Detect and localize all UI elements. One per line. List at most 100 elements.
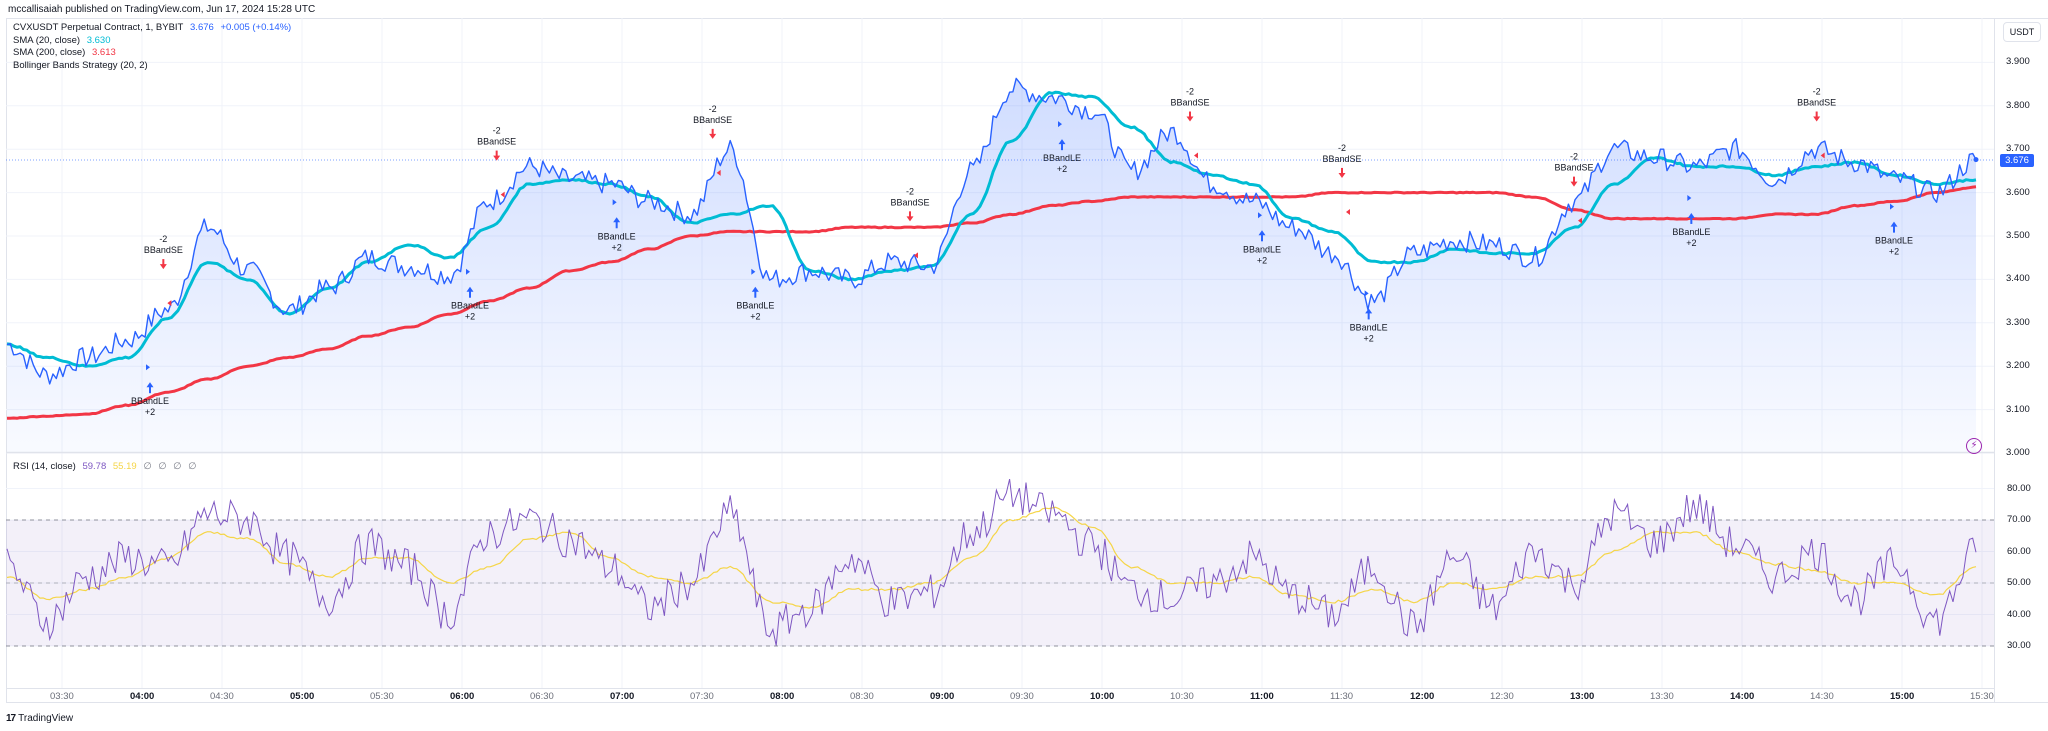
time-tick-label: 10:00 [1090,691,1115,702]
svg-text:BBandSE: BBandSE [890,197,929,207]
tradingview-logo[interactable]: 17 TradingView [6,713,73,724]
legend-sma200-row[interactable]: SMA (200, close) 3.613 [13,47,295,60]
svg-text:BBandSE: BBandSE [693,115,732,125]
legend-sma20-value: 3.630 [86,34,111,46]
price-tick-label: 3.600 [2006,186,2030,198]
long-entry-signal: BBandLE+2 [1043,121,1081,174]
rsi-extra-3: ∅ [173,461,182,472]
tradingview-logo-icon: 17 [6,713,16,724]
svg-text:BBandSE: BBandSE [144,245,183,255]
svg-text:-2: -2 [1338,143,1346,153]
svg-text:BBandLE: BBandLE [1043,153,1081,163]
svg-text:BBandLE: BBandLE [598,231,636,241]
time-tick-label: 09:30 [1010,691,1034,702]
price-tick-label: 3.500 [2006,230,2030,241]
rsi-legend[interactable]: RSI (14, close) 59.78 55.19 ∅ ∅ ∅ ∅ [13,461,200,474]
lightning-bolt-icon[interactable]: ⚡ [1966,438,1982,454]
svg-text:BBandLE: BBandLE [1672,227,1710,237]
legend-sma200-value: 3.613 [91,47,116,58]
time-tick-label: 05:00 [290,691,315,702]
svg-text:BBandLE: BBandLE [1243,244,1281,254]
svg-text:-2: -2 [1186,87,1194,97]
rsi-extra-1: ∅ [143,461,152,472]
time-tick-label: 15:00 [1890,691,1915,702]
long-entry-signal: BBandLE+2 [1350,290,1388,343]
svg-text:+2: +2 [1257,255,1267,265]
time-tick-label: 11:00 [1250,691,1274,702]
svg-text:+2: +2 [1057,164,1067,174]
rsi-tick-label: 30.00 [2007,640,2031,651]
time-tick-label: 08:00 [770,691,795,702]
rsi-lines [6,478,1977,646]
svg-text:-2: -2 [709,104,717,114]
rsi-extra-2: ∅ [158,461,167,472]
legend-strategy-row[interactable]: Bollinger Bands Strategy (20, 2) [13,60,295,73]
main-legend: CVXUSDT Perpetual Contract, 1, BYBIT 3.6… [13,22,295,72]
svg-text:-2: -2 [1813,87,1821,97]
time-tick-label: 04:30 [210,691,234,702]
svg-text:+2: +2 [1889,247,1899,257]
price-tick-label: 3.400 [2006,273,2030,285]
time-tick-label: 13:00 [1570,691,1595,702]
time-tick-label: 10:30 [1170,691,1194,702]
long-entry-signal: BBandLE+2 [131,364,169,417]
svg-text:BBandLE: BBandLE [1875,236,1913,246]
legend-sma20-label: SMA (20, close) [13,34,81,46]
current-price-tag: 3.676 [2000,154,2034,167]
time-tick-label: 05:30 [370,691,394,702]
svg-text:-2: -2 [493,126,501,136]
legend-change: +0.005 (+0.14%) [220,22,292,33]
publish-header: mccallisaiah published on TradingView.co… [8,4,316,15]
currency-button[interactable]: USDT [2003,22,2041,42]
time-tick-label: 03:30 [50,691,74,702]
svg-text:+2: +2 [750,312,760,322]
price-line [6,77,1979,385]
rsi-label: RSI (14, close) [13,461,76,472]
svg-text:+2: +2 [1364,333,1374,343]
legend-symbol-row[interactable]: CVXUSDT Perpetual Contract, 1, BYBIT 3.6… [13,22,295,35]
rsi-value: 59.78 [82,461,107,472]
svg-text:BBandLE: BBandLE [451,301,489,311]
long-entry-signal: BBandLE+2 [451,268,489,322]
time-tick-label: 07:00 [610,691,635,702]
time-tick-label: 04:00 [130,691,155,702]
price-tick-label: 3.200 [2006,360,2030,372]
time-tick-label: 12:30 [1490,691,1514,702]
svg-text:-2: -2 [906,186,914,196]
svg-text:BBandSE: BBandSE [1322,154,1361,164]
rsi-band [6,519,1994,647]
svg-text:BBandLE: BBandLE [131,396,169,406]
long-entry-signal: BBandLE+2 [736,268,774,322]
svg-text:BBandSE: BBandSE [1554,163,1593,173]
legend-symbol: CVXUSDT Perpetual Contract, 1, BYBIT [13,22,184,33]
svg-text:BBandSE: BBandSE [1170,98,1209,108]
time-tick-label: 08:30 [850,691,874,702]
legend-strategy-label: Bollinger Bands Strategy (20, 2) [13,59,148,71]
svg-text:+2: +2 [145,407,155,417]
price-tick-label: 3.100 [2006,403,2030,415]
price-area [7,78,1976,453]
legend-sma20-row[interactable]: SMA (20, close) 3.630 [13,35,295,48]
legend-price: 3.676 [190,22,214,33]
time-tick-label: 09:00 [930,691,955,702]
rsi-extra-4: ∅ [188,461,197,472]
rsi-tick-label: 50.00 [2007,577,2031,588]
rsi-tick-label: 80.00 [2007,482,2031,494]
svg-text:-2: -2 [159,234,167,244]
time-tick-label: 14:00 [1730,691,1755,702]
price-tick-label: 3.300 [2006,316,2030,328]
time-tick-label: 13:30 [1650,691,1674,702]
sma200-line [6,185,1977,420]
time-tick-label: 14:30 [1810,691,1834,702]
rsi-ma-value: 55.19 [112,461,137,472]
time-tick-label: 11:30 [1330,691,1354,702]
price-tick-label: 3.700 [2006,143,2030,155]
